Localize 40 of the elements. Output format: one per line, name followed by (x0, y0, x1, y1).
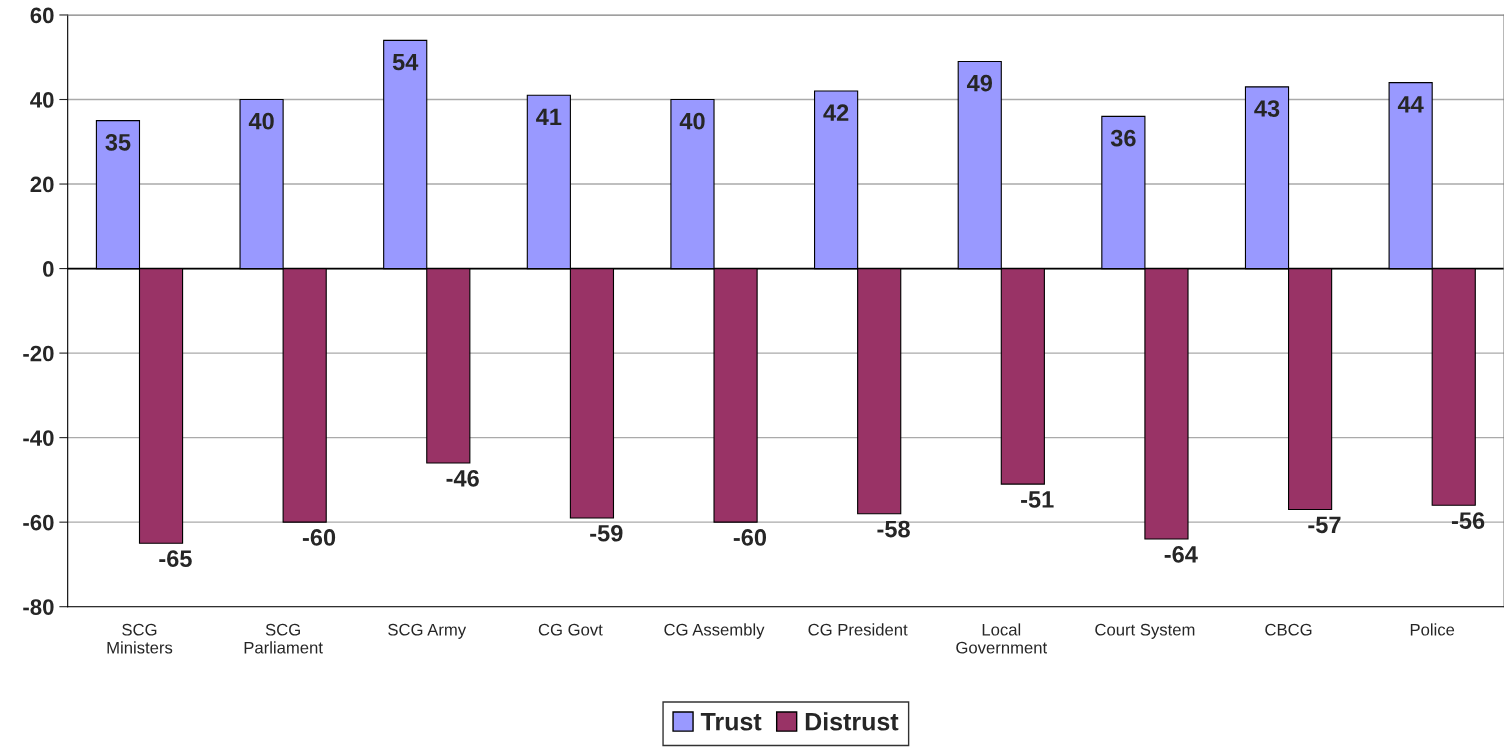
y-tick-label: -80 (23, 599, 54, 615)
data-label: -60 (733, 529, 767, 546)
data-label: -46 (446, 469, 479, 487)
y-tick-label: -20 (23, 345, 54, 362)
data-label: 40 (679, 112, 705, 130)
y-tick-label: -40 (23, 430, 54, 446)
x-tick-label: SCG Parliament (244, 623, 323, 654)
x-tick-label: CG Assembly (664, 623, 765, 639)
data-label: -56 (1451, 512, 1485, 529)
data-label: 41 (536, 108, 562, 126)
y-tick-label: 0 (43, 261, 54, 277)
y-tick-label: 20 (30, 176, 54, 193)
x-tick-label: SCG Ministers (107, 623, 173, 654)
data-label: 49 (966, 74, 992, 92)
data-label: 40 (248, 112, 274, 130)
data-label: -51 (1021, 491, 1054, 508)
x-tick-label: CG President (808, 623, 908, 636)
data-label: -65 (159, 550, 192, 567)
x-tick-label: SCG Army (388, 623, 467, 639)
data-label: 42 (823, 104, 849, 121)
data-label: -59 (590, 524, 623, 542)
x-tick-label: Court System (1095, 623, 1195, 639)
data-label: -60 (302, 529, 336, 546)
data-label: -57 (1308, 516, 1341, 534)
data-label: 36 (1110, 129, 1136, 147)
data-label: -58 (877, 520, 910, 538)
x-tick-label: Local Government (956, 623, 1048, 654)
legend-label: Trust (700, 713, 762, 731)
y-tick-label: -60 (23, 514, 54, 531)
data-label: 35 (105, 133, 131, 151)
x-tick-label: CBCG (1265, 623, 1312, 636)
x-tick-label: CG Govt (538, 623, 603, 636)
data-label: 54 (392, 53, 419, 71)
y-tick-label: 40 (30, 92, 54, 108)
legend-label: Distrust (805, 712, 899, 731)
data-label: -64 (1164, 546, 1198, 563)
x-tick-label: Police (1410, 623, 1455, 636)
data-label: 43 (1254, 100, 1280, 117)
data-label: 44 (1397, 96, 1424, 113)
y-tick-label: 60 (30, 7, 54, 24)
